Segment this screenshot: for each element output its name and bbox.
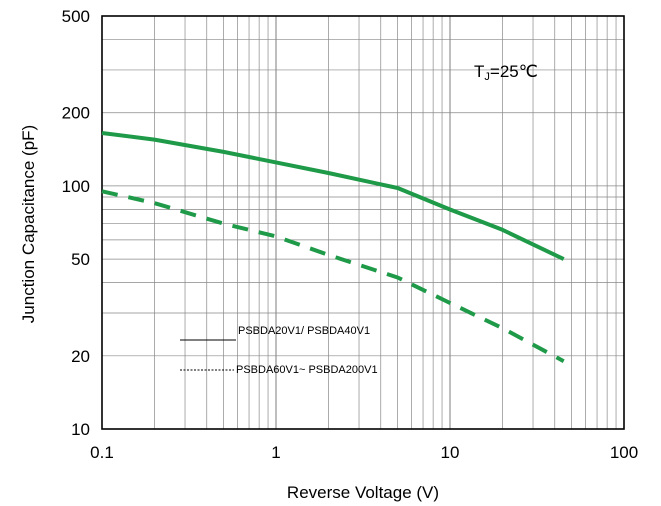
y-tick-label: 100 (62, 177, 90, 196)
y-tick-label: 10 (71, 420, 90, 439)
legend-label-dashed: PSBDA60V1~ PSBDA200V1 (236, 364, 378, 376)
series-line-solid (101, 131, 565, 261)
legend: PSBDA20V1/ PSBDA40V1 PSBDA60V1~ PSBDA200… (180, 325, 378, 376)
y-tick-label: 200 (62, 104, 90, 123)
x-axis-label: Reverse Voltage (V) (287, 483, 439, 502)
x-tick-label: 1 (271, 443, 280, 462)
temperature-annotation: TJ=25℃ (474, 62, 538, 83)
y-axis-label: Junction Capacitance (pF) (19, 125, 38, 323)
x-tick-labels: 0.1 1 10 100 (90, 443, 638, 462)
y-tick-label: 50 (71, 250, 90, 269)
temperature-annotation-subscript: J (484, 71, 490, 83)
temperature-annotation-suffix: =25℃ (490, 62, 538, 81)
series-layer (101, 131, 565, 363)
x-tick-label: 10 (441, 443, 460, 462)
legend-label-solid: PSBDA20V1/ PSBDA40V1 (238, 325, 370, 337)
temperature-annotation-prefix: T (474, 62, 484, 81)
y-tick-labels: 10 20 50 100 200 500 (62, 7, 90, 439)
grid-lines (102, 16, 624, 429)
y-tick-label: 20 (71, 347, 90, 366)
x-tick-label: 0.1 (90, 443, 114, 462)
series-line-dashed (101, 189, 565, 363)
y-tick-label: 500 (62, 7, 90, 26)
x-tick-label: 100 (610, 443, 638, 462)
plot-frame (101, 15, 625, 430)
